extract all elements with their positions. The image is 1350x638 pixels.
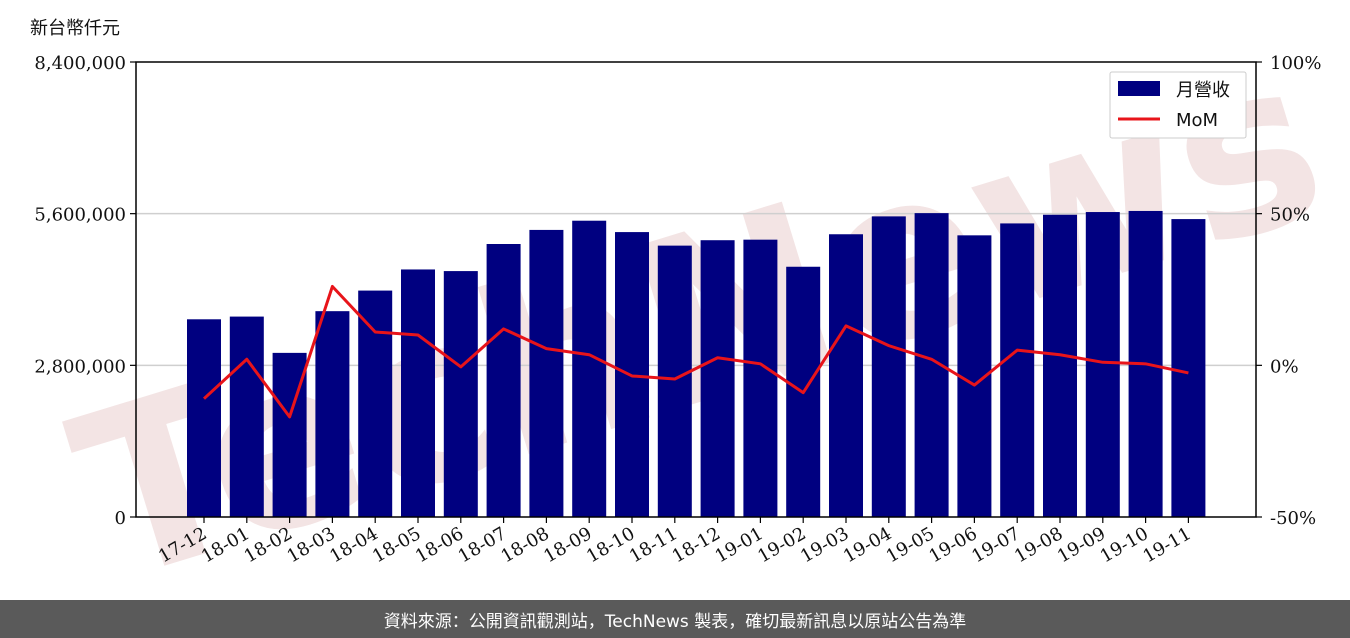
mom-line-series <box>202 284 1189 419</box>
footer-text: 資料來源：公開資訊觀測站，TechNews 製表，確切最新訊息以原站公告為準 <box>383 611 967 632</box>
x-tick-label: 19-02 <box>754 523 809 567</box>
y-axis-unit-label: 新台幣仟元 <box>30 18 120 39</box>
bar <box>443 271 478 517</box>
bar <box>743 239 778 517</box>
bar <box>572 220 607 518</box>
x-tick-label: 19-07 <box>968 523 1023 567</box>
bar <box>358 290 393 517</box>
legend-bar-swatch <box>1118 81 1160 96</box>
bar <box>401 269 435 517</box>
left-tick-label: 2,800,000 <box>34 356 126 377</box>
right-tick-label: -50% <box>1270 508 1316 529</box>
right-tick-label: 0% <box>1270 356 1299 377</box>
left-tick-label: 0 <box>115 508 126 529</box>
bar <box>1043 214 1077 517</box>
right-tick-label: 50% <box>1270 205 1310 226</box>
bar <box>657 245 692 517</box>
bar <box>829 234 863 517</box>
footer-source-note: 資料來源：公開資訊觀測站，TechNews 製表，確切最新訊息以原站公告為準 <box>0 600 1350 638</box>
left-tick-label: 5,600,000 <box>34 205 126 226</box>
legend-label-revenue: 月營收 <box>1176 80 1230 101</box>
bar <box>700 240 735 518</box>
x-tick-label: 19-01 <box>711 523 766 567</box>
right-tick-label: 100% <box>1270 53 1321 74</box>
x-tick-label: 19-08 <box>1011 523 1066 567</box>
x-tick-label: 19-05 <box>883 523 938 567</box>
legend: 月營收 MoM <box>1109 71 1247 139</box>
x-tick-label: 19-11 <box>1139 523 1194 567</box>
x-tick-label: 19-10 <box>1097 523 1152 567</box>
bar <box>486 244 521 517</box>
left-y-axis: 0 2,800,000 5,600,000 8,400,000 <box>34 53 136 529</box>
x-tick-label: 19-03 <box>797 523 852 567</box>
bar <box>229 316 264 517</box>
x-tick-label: 18-09 <box>540 523 595 567</box>
bar <box>1000 223 1035 517</box>
x-tick-label: 18-08 <box>497 523 552 567</box>
bar <box>1171 219 1206 518</box>
x-tick-label: 19-04 <box>840 523 895 567</box>
bar <box>315 311 350 517</box>
bar <box>1085 212 1120 517</box>
x-tick-label: 18-12 <box>669 523 724 567</box>
right-y-axis: -50% 0% 50% 100% <box>1256 53 1321 529</box>
x-tick-label: 19-09 <box>1054 523 1109 567</box>
x-tick-label: 18-10 <box>583 523 638 567</box>
x-tick-label: 18-11 <box>626 523 681 567</box>
x-tick-label: 19-06 <box>925 523 980 567</box>
plot-frame <box>135 61 1257 518</box>
bar <box>187 319 221 517</box>
left-tick-label: 8,400,000 <box>34 53 126 74</box>
bar <box>871 216 906 517</box>
legend-label-mom: MoM <box>1176 110 1218 131</box>
bar <box>529 229 564 517</box>
mom-line <box>202 284 1189 419</box>
